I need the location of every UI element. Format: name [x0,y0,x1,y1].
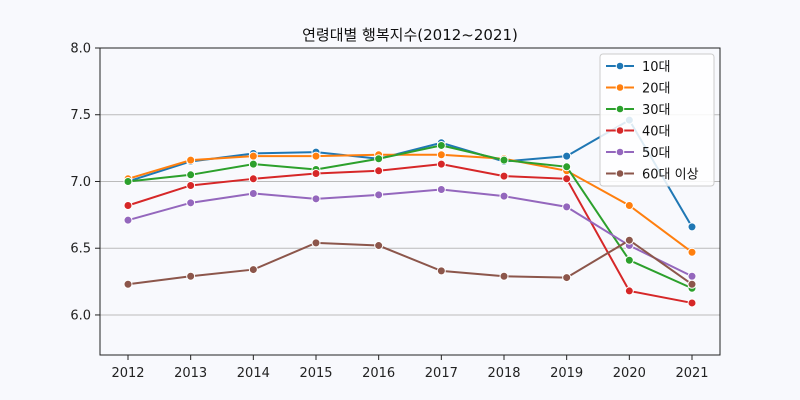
x-axis: 2012 2013 2014 2015 2016 2017 2018 2019 2020 2021 [111,355,709,381]
data-point [562,202,572,212]
legend: 10대 20대 30대 40대 50대 60대 이상 [599,53,715,187]
legend-marker [615,61,625,71]
legend-label: 50대 [642,146,671,161]
legend-item: 60대 이상 [606,168,699,183]
y-tick-label: 7.5 [70,108,91,123]
data-point [311,238,321,248]
data-point [374,154,384,164]
x-tick-label: 2018 [487,366,520,381]
x-tick-label: 2021 [675,366,708,381]
x-tick-label: 2016 [362,366,395,381]
data-point [248,188,258,198]
legend-marker [615,126,625,135]
data-point [374,166,384,176]
data-point [687,298,697,308]
data-point [248,159,258,169]
y-axis: 6.0 6.5 7.0 7.5 8.0 [70,42,100,323]
data-point [562,174,572,184]
data-point [123,201,133,211]
legend-item: 30대 [606,103,671,118]
data-point [499,171,509,181]
data-point [186,170,196,180]
series-line [127,188,693,278]
x-tick-label: 2014 [237,366,270,381]
data-point [436,266,446,276]
data-point [624,286,634,296]
x-tick-label: 2017 [425,366,458,381]
x-tick-label: 2020 [613,366,646,381]
legend-label: 20대 [642,82,671,97]
data-point [499,155,509,165]
legend-label: 30대 [642,103,671,118]
y-tick-label: 6.5 [70,242,91,257]
legend-item: 20대 [606,82,671,97]
data-point [123,176,133,186]
data-point [248,151,258,161]
data-point [624,255,634,265]
data-point [687,247,697,257]
legend-item: 40대 [606,125,671,140]
data-point [624,201,634,211]
data-point [186,155,196,165]
series-line [127,163,693,304]
data-point [562,151,572,161]
series-line [127,144,693,290]
legend-item: 50대 [606,146,671,161]
legend-label: 60대 이상 [642,168,699,183]
y-tick-label: 6.0 [70,308,91,323]
x-tick-label: 2012 [111,366,144,381]
legend-marker [615,147,625,157]
x-tick-label: 2019 [550,366,583,381]
data-point [374,190,384,200]
series-line [127,153,693,254]
legend-label: 10대 [642,60,671,75]
x-tick-label: 2015 [299,366,332,381]
data-point [499,271,509,281]
data-point [436,150,446,160]
series-group [123,115,697,308]
series-4 [123,159,697,308]
data-point [687,271,697,281]
x-tick-label: 2013 [174,366,207,381]
data-point [562,162,572,172]
data-point [123,215,133,225]
data-point [311,194,321,204]
data-point [311,168,321,178]
data-point [687,222,697,232]
chart-title: 연령대별 행복지수(2012~2021) [302,26,518,44]
data-point [624,235,634,245]
series-5 [123,184,697,281]
data-point [562,273,572,283]
plot-frame [99,47,721,356]
data-point [248,174,258,184]
data-point [436,140,446,150]
series-line [127,239,693,286]
y-tick-label: 7.0 [70,175,91,190]
y-tick-label: 8.0 [70,42,91,57]
data-point [436,184,446,194]
data-point [186,271,196,281]
data-point [186,180,196,190]
data-point [311,151,321,161]
legend-marker [615,104,625,114]
legend-marker [615,169,625,178]
data-point [436,159,446,169]
legend-label: 40대 [642,125,671,140]
series-6 [123,235,697,289]
legend-item: 10대 [606,60,671,75]
data-point [248,265,258,275]
data-point [499,191,509,201]
data-point [186,198,196,208]
data-point [374,241,384,251]
data-point [123,279,133,289]
legend-marker [615,83,625,92]
data-point [687,279,697,289]
